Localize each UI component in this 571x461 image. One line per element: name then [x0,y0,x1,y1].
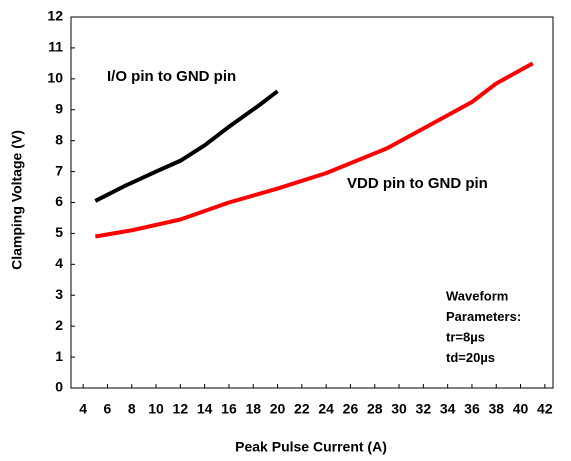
y-tick-label: 8 [55,131,63,147]
y-tick-label: 7 [55,162,63,178]
y-tick-label: 2 [55,317,63,333]
x-tick-label: 12 [173,401,189,417]
y-tick-label: 12 [47,8,63,24]
x-axis-label: Peak Pulse Current (A) [235,439,387,455]
x-tick-label: 4 [79,401,87,417]
x-tick-label: 18 [245,401,261,417]
annotation: Waveform [446,288,508,303]
y-tick-label: 6 [55,193,63,209]
x-tick-label: 28 [367,401,383,417]
y-tick-label: 5 [55,224,63,240]
x-tick-label: 30 [391,401,407,417]
y-tick-label: 11 [48,39,63,55]
x-tick-label: 22 [294,401,310,417]
x-tick-label: 38 [488,401,504,417]
y-axis-label: Clamping Voltage (V) [9,130,25,270]
x-tick-label: 42 [537,401,553,417]
x-tick-label: 16 [221,401,237,417]
x-tick-label: 34 [440,401,456,417]
annotation: Parameters: [446,309,521,324]
x-tick-label: 14 [197,401,213,417]
y-tick-label: 4 [55,255,63,271]
series-line [94,89,279,203]
series-line [94,61,534,239]
annotation: td=20µs [446,350,495,365]
series-label: I/O pin to GND pin [107,68,236,85]
x-tick-label: 24 [318,401,334,417]
x-tick-label: 20 [270,401,286,417]
x-tick-label: 40 [513,401,529,417]
y-tick-label: 9 [55,100,63,116]
y-tick-label: 10 [47,70,63,86]
x-tick-label: 8 [128,401,136,417]
annotation: tr=8µs [446,329,485,344]
y-tick-label: 1 [55,348,63,364]
y-tick-label: 0 [55,379,63,395]
x-tick-label: 6 [104,401,112,417]
x-tick-label: 10 [148,401,164,417]
y-tick-label: 3 [55,286,63,302]
series-label: VDD pin to GND pin [347,175,488,192]
x-tick-label: 26 [343,401,359,417]
x-tick-label: 36 [464,401,480,417]
x-tick-label: 32 [416,401,432,417]
